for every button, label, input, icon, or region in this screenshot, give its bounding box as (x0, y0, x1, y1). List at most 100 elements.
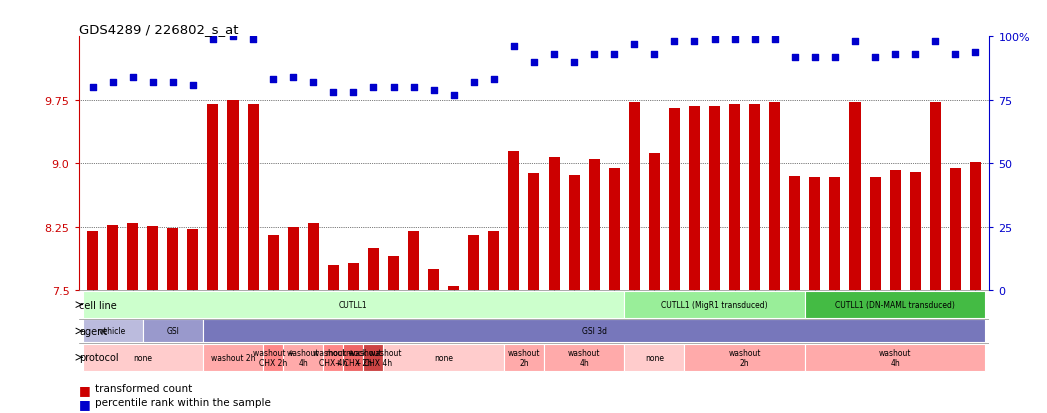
Point (144, 79, 161, 86)
Text: washout +
CHX 4h: washout + CHX 4h (313, 348, 354, 367)
Bar (709, 107, 720, 291)
Bar (227, 100, 239, 291)
Bar (468, 236, 480, 291)
Bar (629, 103, 640, 291)
Text: GSI: GSI (166, 327, 179, 336)
Bar (624, 344, 685, 371)
Text: washout
4h: washout 4h (878, 348, 911, 367)
Point (466, 79, 483, 86)
Point (204, 36, 221, 43)
Bar (328, 265, 339, 291)
Bar (729, 105, 740, 291)
Point (867, 54, 884, 61)
Point (907, 52, 923, 58)
Text: washout
4h: washout 4h (567, 348, 600, 367)
Bar (324, 344, 343, 371)
Point (626, 41, 643, 48)
Bar (288, 227, 298, 291)
Bar (685, 344, 805, 371)
Bar (348, 263, 359, 291)
Bar (509, 151, 519, 291)
Point (506, 44, 522, 51)
Point (285, 74, 302, 81)
Text: CUTLL1: CUTLL1 (339, 300, 367, 309)
Text: CUTLL1 (MigR1 transduced): CUTLL1 (MigR1 transduced) (662, 300, 767, 309)
Point (164, 79, 181, 86)
Text: washout
2h: washout 2h (729, 348, 761, 367)
Text: vehicle: vehicle (99, 327, 127, 336)
Bar (83, 320, 142, 343)
Bar (588, 160, 600, 291)
Bar (428, 270, 439, 291)
Point (184, 82, 201, 89)
Bar (263, 344, 283, 371)
Bar (890, 171, 900, 291)
Bar (388, 257, 399, 291)
Text: mock washout
+ CHX 2h: mock washout + CHX 2h (326, 348, 381, 367)
Bar (187, 230, 198, 291)
Bar (148, 226, 158, 291)
Point (265, 77, 282, 83)
Point (946, 52, 963, 58)
Text: agent: agent (80, 326, 108, 336)
Point (105, 79, 121, 86)
Point (706, 36, 722, 43)
Point (747, 36, 763, 43)
Text: none: none (435, 353, 453, 362)
Point (365, 85, 382, 91)
Point (84, 85, 101, 91)
Bar (544, 344, 624, 371)
Point (887, 52, 904, 58)
Point (786, 54, 803, 61)
Bar (849, 103, 861, 291)
Text: GDS4289 / 226802_s_at: GDS4289 / 226802_s_at (79, 23, 238, 36)
Bar (367, 248, 379, 291)
Point (526, 59, 542, 66)
Bar (142, 320, 203, 343)
Bar (168, 228, 178, 291)
Point (125, 74, 141, 81)
Point (445, 92, 462, 99)
Bar (83, 291, 624, 318)
Bar (207, 105, 219, 291)
Text: washout +
CHX 2h: washout + CHX 2h (252, 348, 294, 367)
Text: cell line: cell line (80, 300, 117, 310)
Text: percentile rank within the sample: percentile rank within the sample (95, 397, 271, 407)
Text: ■: ■ (79, 397, 90, 410)
Point (385, 85, 402, 91)
Bar (770, 103, 780, 291)
Bar (504, 344, 544, 371)
Point (225, 34, 242, 40)
Text: transformed count: transformed count (95, 383, 193, 393)
Bar (669, 109, 680, 291)
Bar (203, 320, 985, 343)
Bar (970, 162, 981, 291)
Bar (549, 157, 559, 291)
Bar (408, 231, 419, 291)
Point (927, 39, 943, 45)
Text: ■: ■ (79, 383, 90, 396)
Text: none: none (645, 353, 664, 362)
Point (425, 87, 442, 94)
Point (405, 85, 422, 91)
Bar (624, 291, 805, 318)
Bar (829, 178, 841, 291)
Bar (789, 177, 800, 291)
Point (686, 39, 703, 45)
Point (545, 52, 562, 58)
Bar (203, 344, 263, 371)
Bar (107, 225, 118, 291)
Bar (343, 344, 363, 371)
Bar (247, 105, 259, 291)
Bar (910, 172, 920, 291)
Bar (363, 344, 383, 371)
Bar (448, 286, 460, 291)
Point (967, 49, 984, 56)
Bar (870, 178, 881, 291)
Point (245, 36, 262, 43)
Point (646, 52, 663, 58)
Bar (87, 231, 98, 291)
Point (606, 52, 623, 58)
Text: none: none (133, 353, 152, 362)
Bar (950, 168, 961, 291)
